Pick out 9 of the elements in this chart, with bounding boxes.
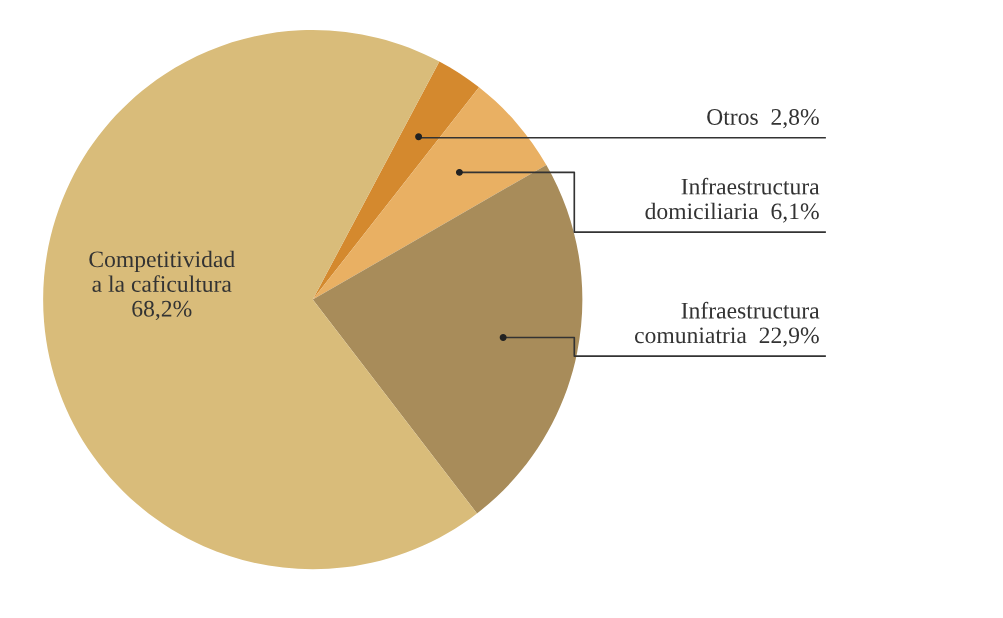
pie-slice: [312, 87, 547, 300]
slice-label: Infraestructura comuniatria 22,9%: [635, 301, 820, 347]
pie-slice: [312, 164, 583, 514]
slice-label: Otros 2,8%: [707, 108, 819, 129]
slice-label: Infraestructura domiciliaria 6,1%: [645, 177, 820, 223]
pie-slice: [312, 61, 480, 300]
slice-label: Competitividad a la caficultura: [89, 250, 235, 292]
pie-slice: [43, 29, 477, 570]
data-label: 68,2%: [132, 300, 192, 321]
